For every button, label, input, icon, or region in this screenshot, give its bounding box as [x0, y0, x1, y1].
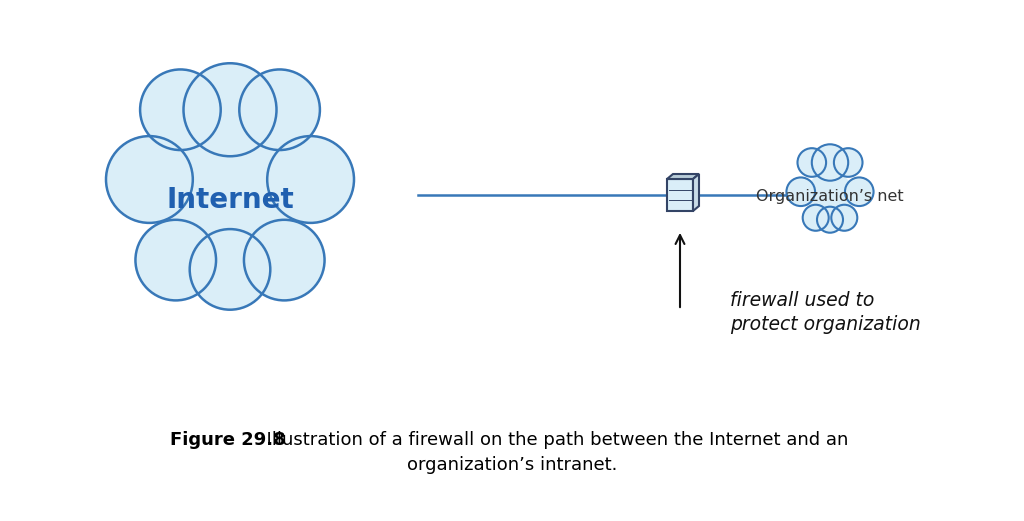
Circle shape	[834, 148, 862, 177]
Circle shape	[106, 136, 193, 223]
Polygon shape	[693, 174, 699, 211]
Circle shape	[165, 130, 295, 260]
Circle shape	[240, 69, 319, 150]
Circle shape	[140, 69, 221, 150]
Circle shape	[135, 220, 216, 301]
Circle shape	[244, 220, 325, 301]
Circle shape	[831, 205, 857, 231]
Text: protect organization: protect organization	[730, 316, 921, 334]
Circle shape	[267, 136, 354, 223]
Text: Illustration of a firewall on the path between the Internet and an: Illustration of a firewall on the path b…	[255, 431, 848, 449]
Circle shape	[786, 178, 815, 206]
Text: Internet: Internet	[166, 186, 294, 214]
Text: firewall used to: firewall used to	[730, 291, 874, 309]
Circle shape	[189, 229, 270, 309]
Circle shape	[807, 172, 853, 218]
Circle shape	[845, 178, 873, 206]
Text: Organization’s net: Organization’s net	[756, 190, 904, 205]
Bar	[667, 179, 693, 211]
Polygon shape	[667, 174, 699, 179]
Circle shape	[803, 205, 828, 231]
Text: Figure 29.8: Figure 29.8	[170, 431, 286, 449]
Circle shape	[183, 63, 276, 156]
Circle shape	[798, 148, 826, 177]
Circle shape	[817, 207, 843, 233]
Text: organization’s intranet.: organization’s intranet.	[407, 456, 617, 474]
Circle shape	[812, 144, 848, 181]
